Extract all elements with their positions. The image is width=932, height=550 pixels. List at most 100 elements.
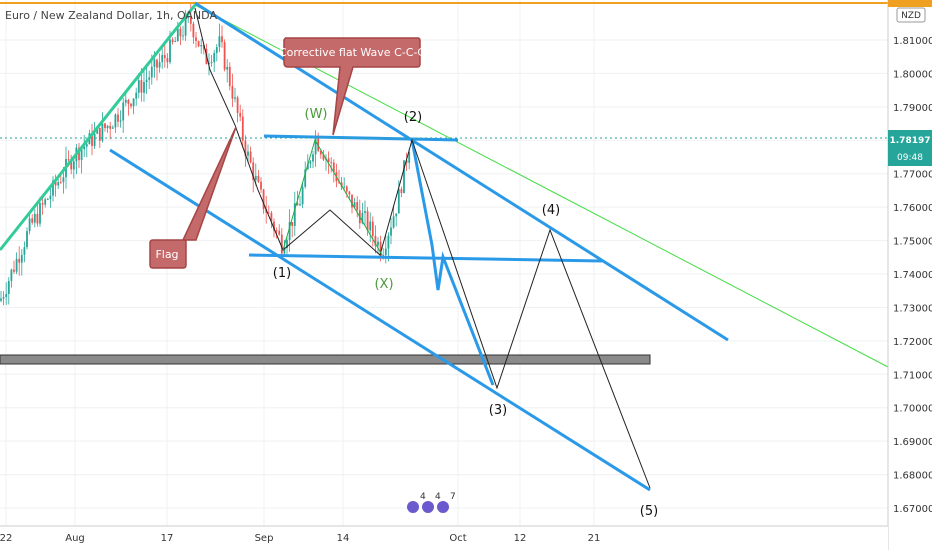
time-axis[interactable]: 22 Aug 17 Sep 14 Oct 12 21 [0,525,888,550]
candle-body [382,255,385,257]
event-icon[interactable] [437,501,449,513]
wave-label-W: (W) [305,107,328,122]
candle-body [377,241,379,246]
x-tick-label: Sep [255,533,274,544]
candle-body [49,195,52,200]
candle-body [299,204,301,206]
candle-body [361,213,364,224]
x-tick-label: Oct [449,533,466,544]
candle-body [195,37,197,41]
candle-body [171,39,174,42]
x-tick-label: 22 [0,533,12,544]
candle-body [304,169,307,187]
y-tick-label: 1.67000 [893,504,932,515]
candle-body [36,213,39,224]
candle-body [390,227,392,236]
candle-body [353,202,356,208]
candle-body [174,41,177,42]
candle-body [314,137,317,155]
candle-body [348,191,351,195]
candle-body [291,222,294,226]
candlestick-series [0,4,411,306]
channel-bottom-line [109,148,651,492]
candle-body [122,102,125,121]
y-tick-label: 1.70000 [893,404,932,415]
candle-body [254,175,257,180]
price-axis[interactable]: 1.67000 1.68000 1.69000 1.70000 1.71000 1.720… [887,0,932,550]
candle-body [319,150,322,155]
candle-body [221,36,223,43]
candle-body [80,149,83,161]
candle-body [145,79,148,83]
callout-flag-text: Flag [155,248,178,261]
candle-body [124,99,127,103]
y-tick-label: 1.75000 [893,237,932,248]
candle-body [78,147,80,161]
y-tick-label: 1.71000 [893,370,932,381]
candle-body [257,175,260,182]
candle-body [286,240,288,249]
candle-body [23,247,26,255]
candle-body [101,123,104,141]
candle-body [41,203,44,205]
candle-body [392,216,395,228]
candle-body [371,221,374,237]
y-tick-label: 1.72000 [893,337,932,348]
candle-body [239,112,242,117]
candle-body [150,66,153,78]
candle-body [226,66,229,70]
blue-projection-path [410,139,495,386]
callout-corrective-flat: Corrective flat Wave C-C-C [279,37,425,136]
candle-body [67,158,70,160]
candle-body [260,181,262,190]
event-icon[interactable] [422,501,434,513]
candle-body [208,63,210,65]
candle-body [210,62,213,64]
candle-body [62,177,65,183]
candle-body [169,39,171,63]
candle-body [356,202,359,211]
candle-body [83,146,86,150]
candle-body [13,269,15,272]
candle-body [215,47,218,53]
candle-body [327,158,330,162]
x-tick-label: 17 [161,533,174,544]
candle-body [46,199,49,200]
event-badge-count-3: 7 [450,492,456,502]
y-tick-label: 1.81000 [893,36,932,47]
candle-body [161,55,164,63]
callout-flag: Flag [149,126,237,269]
x-tick-label: 14 [337,533,350,544]
time-axis-bg [0,526,888,550]
event-icon[interactable] [407,501,419,513]
candle-body [127,99,130,104]
candle-body [130,103,132,107]
candle-body [405,160,408,163]
candle-body [10,269,13,281]
black-elliptic-wave [194,7,651,489]
event-badges[interactable]: 4 4 7 [407,492,456,513]
price-axis-bg [888,0,932,550]
candle-body [15,258,18,272]
candle-body [98,127,101,141]
green-corrective-wave [282,138,383,256]
candle-body [111,127,114,129]
candle-body [403,160,405,194]
candle-body [179,28,182,37]
candle-body [153,59,156,67]
y-tick-label: 1.76000 [893,203,932,214]
candle-body [182,35,184,37]
candle-body [197,40,200,47]
candle-body [283,248,286,254]
candle-body [369,221,372,231]
candle-body [96,127,99,134]
candle-body [218,36,221,48]
candle-body [156,59,158,68]
currency-badge[interactable]: NZD [896,7,926,23]
candle-body [166,58,169,63]
candle-body [202,45,205,49]
y-tick-label: 1.73000 [893,303,932,314]
candle-body [52,180,54,196]
candle-body [57,182,60,186]
